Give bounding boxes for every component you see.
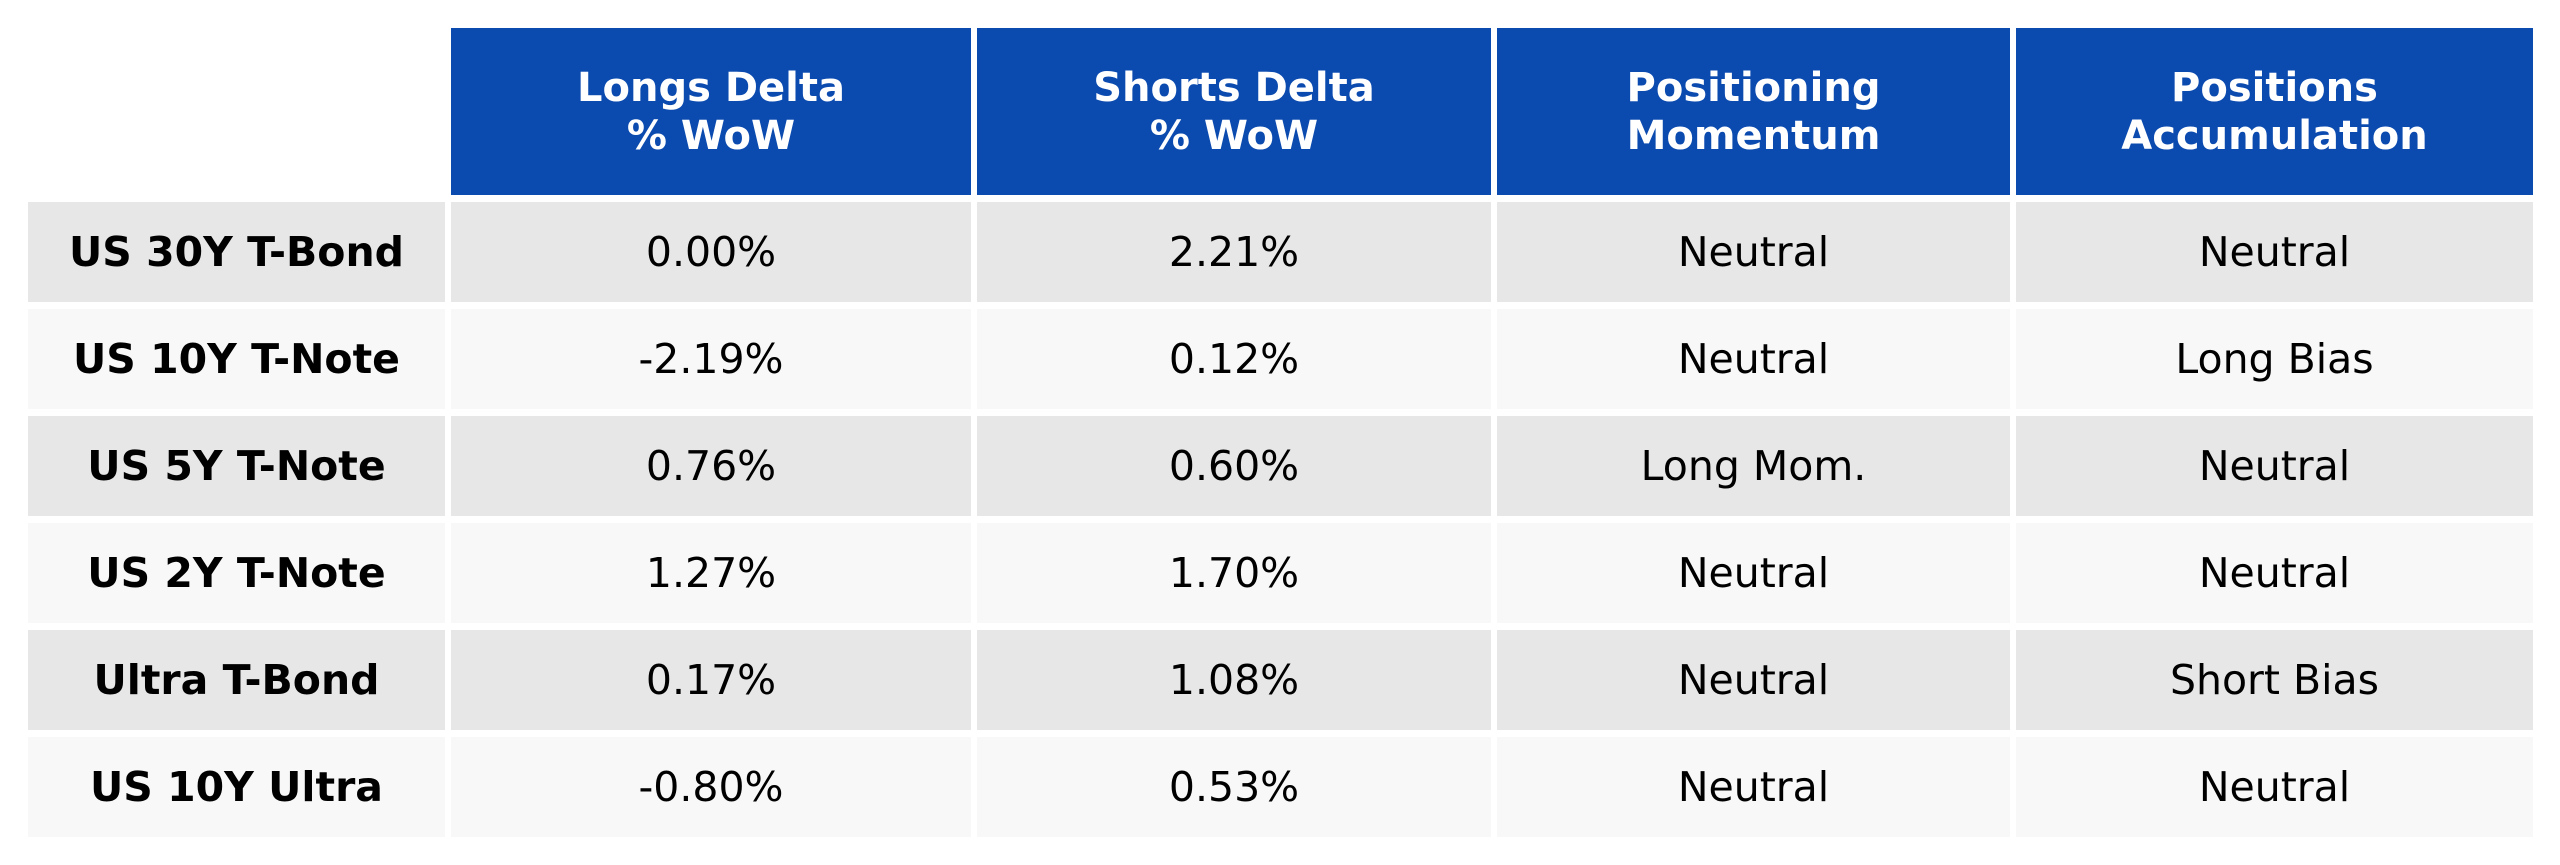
value-cell: Neutral <box>2016 737 2533 837</box>
value-cell: Long Mom. <box>1497 416 2010 516</box>
value-cell: 1.27% <box>451 523 971 623</box>
header-line-2: % WoW <box>626 112 796 159</box>
value-cell: 0.00% <box>451 202 971 302</box>
value-cell: Neutral <box>2016 416 2533 516</box>
corner-spacer <box>28 28 445 195</box>
row-label-us-5y-t-note: US 5Y T-Note <box>28 416 445 516</box>
value-cell: Neutral <box>2016 202 2533 302</box>
row-label-ultra-t-bond: Ultra T-Bond <box>28 630 445 730</box>
value-cell: Neutral <box>1497 737 2010 837</box>
header-line-1: Positioning <box>1626 64 1881 111</box>
header-line-2: % WoW <box>1149 112 1319 159</box>
header-line-1: Longs Delta <box>577 64 845 111</box>
header-line-1: Positions <box>2171 64 2378 111</box>
value-cell: 0.76% <box>451 416 971 516</box>
row-label-us-10y-ultra: US 10Y Ultra <box>28 737 445 837</box>
header-positions-accumulation: Positions Accumulation <box>2016 28 2533 195</box>
value-cell: 0.60% <box>977 416 1491 516</box>
value-cell: 0.12% <box>977 309 1491 409</box>
value-cell: Neutral <box>1497 523 2010 623</box>
value-cell: 1.08% <box>977 630 1491 730</box>
value-cell: -0.80% <box>451 737 971 837</box>
value-cell: 0.17% <box>451 630 971 730</box>
value-cell: Neutral <box>1497 202 2010 302</box>
header-line-1: Shorts Delta <box>1093 64 1375 111</box>
row-label-us-30y-t-bond: US 30Y T-Bond <box>28 202 445 302</box>
header-longs-delta-wow: Longs Delta % WoW <box>451 28 971 195</box>
positioning-table: Longs Delta % WoW Shorts Delta % WoW Pos… <box>28 28 2533 837</box>
value-cell: -2.19% <box>451 309 971 409</box>
value-cell: Long Bias <box>2016 309 2533 409</box>
value-cell: Neutral <box>1497 630 2010 730</box>
row-label-us-10y-t-note: US 10Y T-Note <box>28 309 445 409</box>
value-cell: Short Bias <box>2016 630 2533 730</box>
header-shorts-delta-wow: Shorts Delta % WoW <box>977 28 1491 195</box>
value-cell: 1.70% <box>977 523 1491 623</box>
header-line-2: Momentum <box>1626 112 1881 159</box>
value-cell: 0.53% <box>977 737 1491 837</box>
value-cell: Neutral <box>1497 309 2010 409</box>
value-cell: Neutral <box>2016 523 2533 623</box>
header-positioning-momentum: Positioning Momentum <box>1497 28 2010 195</box>
header-line-2: Accumulation <box>2121 112 2428 159</box>
row-label-us-2y-t-note: US 2Y T-Note <box>28 523 445 623</box>
value-cell: 2.21% <box>977 202 1491 302</box>
